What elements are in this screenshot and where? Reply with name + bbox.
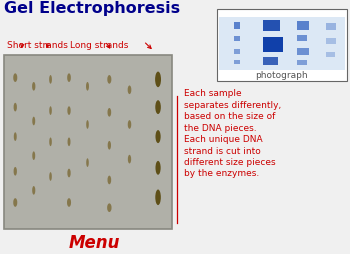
- Ellipse shape: [13, 198, 17, 207]
- Text: Each sample
separates differently,
based on the size of
the DNA pieces.
Each uni: Each sample separates differently, based…: [184, 89, 281, 178]
- Ellipse shape: [107, 76, 111, 84]
- Ellipse shape: [67, 107, 71, 116]
- Text: Short strands: Short strands: [7, 41, 68, 50]
- Ellipse shape: [13, 74, 17, 83]
- Bar: [297, 36, 307, 42]
- Ellipse shape: [155, 161, 161, 175]
- Ellipse shape: [67, 169, 71, 178]
- Ellipse shape: [14, 167, 17, 176]
- Ellipse shape: [86, 159, 89, 167]
- Ellipse shape: [86, 121, 89, 129]
- Ellipse shape: [155, 131, 161, 144]
- Ellipse shape: [155, 190, 161, 205]
- Bar: [219, 18, 345, 71]
- Ellipse shape: [128, 121, 131, 129]
- Text: Menu: Menu: [69, 233, 120, 251]
- Bar: [217, 10, 346, 81]
- Ellipse shape: [49, 107, 52, 116]
- Text: photograph: photograph: [256, 71, 308, 80]
- Bar: [297, 22, 309, 30]
- Ellipse shape: [49, 138, 52, 147]
- Ellipse shape: [49, 172, 52, 181]
- Ellipse shape: [68, 138, 70, 147]
- Ellipse shape: [107, 176, 111, 185]
- Bar: [234, 23, 240, 30]
- Bar: [234, 60, 240, 65]
- Ellipse shape: [155, 101, 161, 115]
- Ellipse shape: [14, 133, 17, 141]
- Bar: [297, 49, 309, 56]
- Text: Gel Electrophoresis: Gel Electrophoresis: [4, 1, 180, 16]
- Ellipse shape: [86, 83, 89, 91]
- Ellipse shape: [155, 72, 161, 88]
- Bar: [326, 39, 336, 44]
- Ellipse shape: [14, 103, 17, 112]
- Bar: [263, 20, 280, 32]
- Ellipse shape: [49, 76, 52, 84]
- Bar: [326, 52, 335, 58]
- Ellipse shape: [32, 152, 35, 160]
- Ellipse shape: [67, 198, 71, 207]
- Ellipse shape: [107, 203, 112, 212]
- Bar: [297, 60, 307, 66]
- Bar: [234, 50, 240, 55]
- Ellipse shape: [108, 141, 111, 150]
- Bar: [263, 38, 283, 53]
- Text: Long strands: Long strands: [70, 41, 128, 50]
- Ellipse shape: [128, 155, 131, 164]
- Bar: [234, 36, 240, 42]
- Ellipse shape: [67, 74, 71, 83]
- Ellipse shape: [32, 83, 35, 91]
- Ellipse shape: [107, 108, 111, 117]
- Ellipse shape: [32, 117, 35, 126]
- Ellipse shape: [32, 186, 35, 195]
- Bar: [326, 24, 336, 31]
- Ellipse shape: [128, 86, 131, 95]
- Bar: [263, 58, 278, 66]
- Bar: [4, 56, 172, 229]
